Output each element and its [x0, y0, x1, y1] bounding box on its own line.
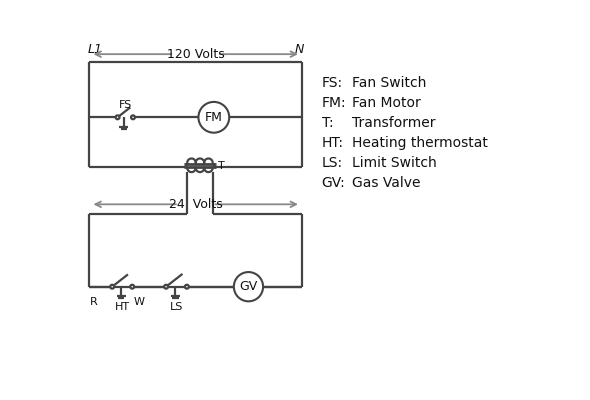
- Text: Fan Motor: Fan Motor: [352, 96, 421, 110]
- Text: N: N: [294, 43, 304, 56]
- Circle shape: [116, 115, 120, 119]
- Text: 24  Volts: 24 Volts: [169, 198, 222, 211]
- Text: R: R: [90, 298, 97, 308]
- Circle shape: [164, 285, 168, 289]
- Text: GV: GV: [240, 280, 258, 293]
- Text: T:: T:: [322, 116, 333, 130]
- Circle shape: [130, 285, 134, 289]
- Text: GV:: GV:: [322, 176, 345, 190]
- Circle shape: [131, 115, 135, 119]
- Text: FM: FM: [205, 111, 223, 124]
- Text: FM:: FM:: [322, 96, 346, 110]
- Text: L1: L1: [87, 43, 103, 56]
- Text: 120 Volts: 120 Volts: [167, 48, 225, 61]
- Circle shape: [198, 102, 230, 133]
- Text: FS:: FS:: [322, 76, 343, 90]
- Text: W: W: [134, 298, 145, 308]
- Text: T: T: [218, 160, 225, 170]
- Text: Transformer: Transformer: [352, 116, 436, 130]
- Text: HT: HT: [114, 302, 130, 312]
- Circle shape: [234, 272, 263, 301]
- Text: Fan Switch: Fan Switch: [352, 76, 427, 90]
- Circle shape: [110, 285, 114, 289]
- Text: FS: FS: [119, 100, 132, 110]
- Text: LS:: LS:: [322, 156, 343, 170]
- Text: Gas Valve: Gas Valve: [352, 176, 421, 190]
- Text: Limit Switch: Limit Switch: [352, 156, 437, 170]
- Circle shape: [185, 285, 189, 289]
- Text: Heating thermostat: Heating thermostat: [352, 136, 489, 150]
- Text: LS: LS: [170, 302, 183, 312]
- Text: HT:: HT:: [322, 136, 343, 150]
